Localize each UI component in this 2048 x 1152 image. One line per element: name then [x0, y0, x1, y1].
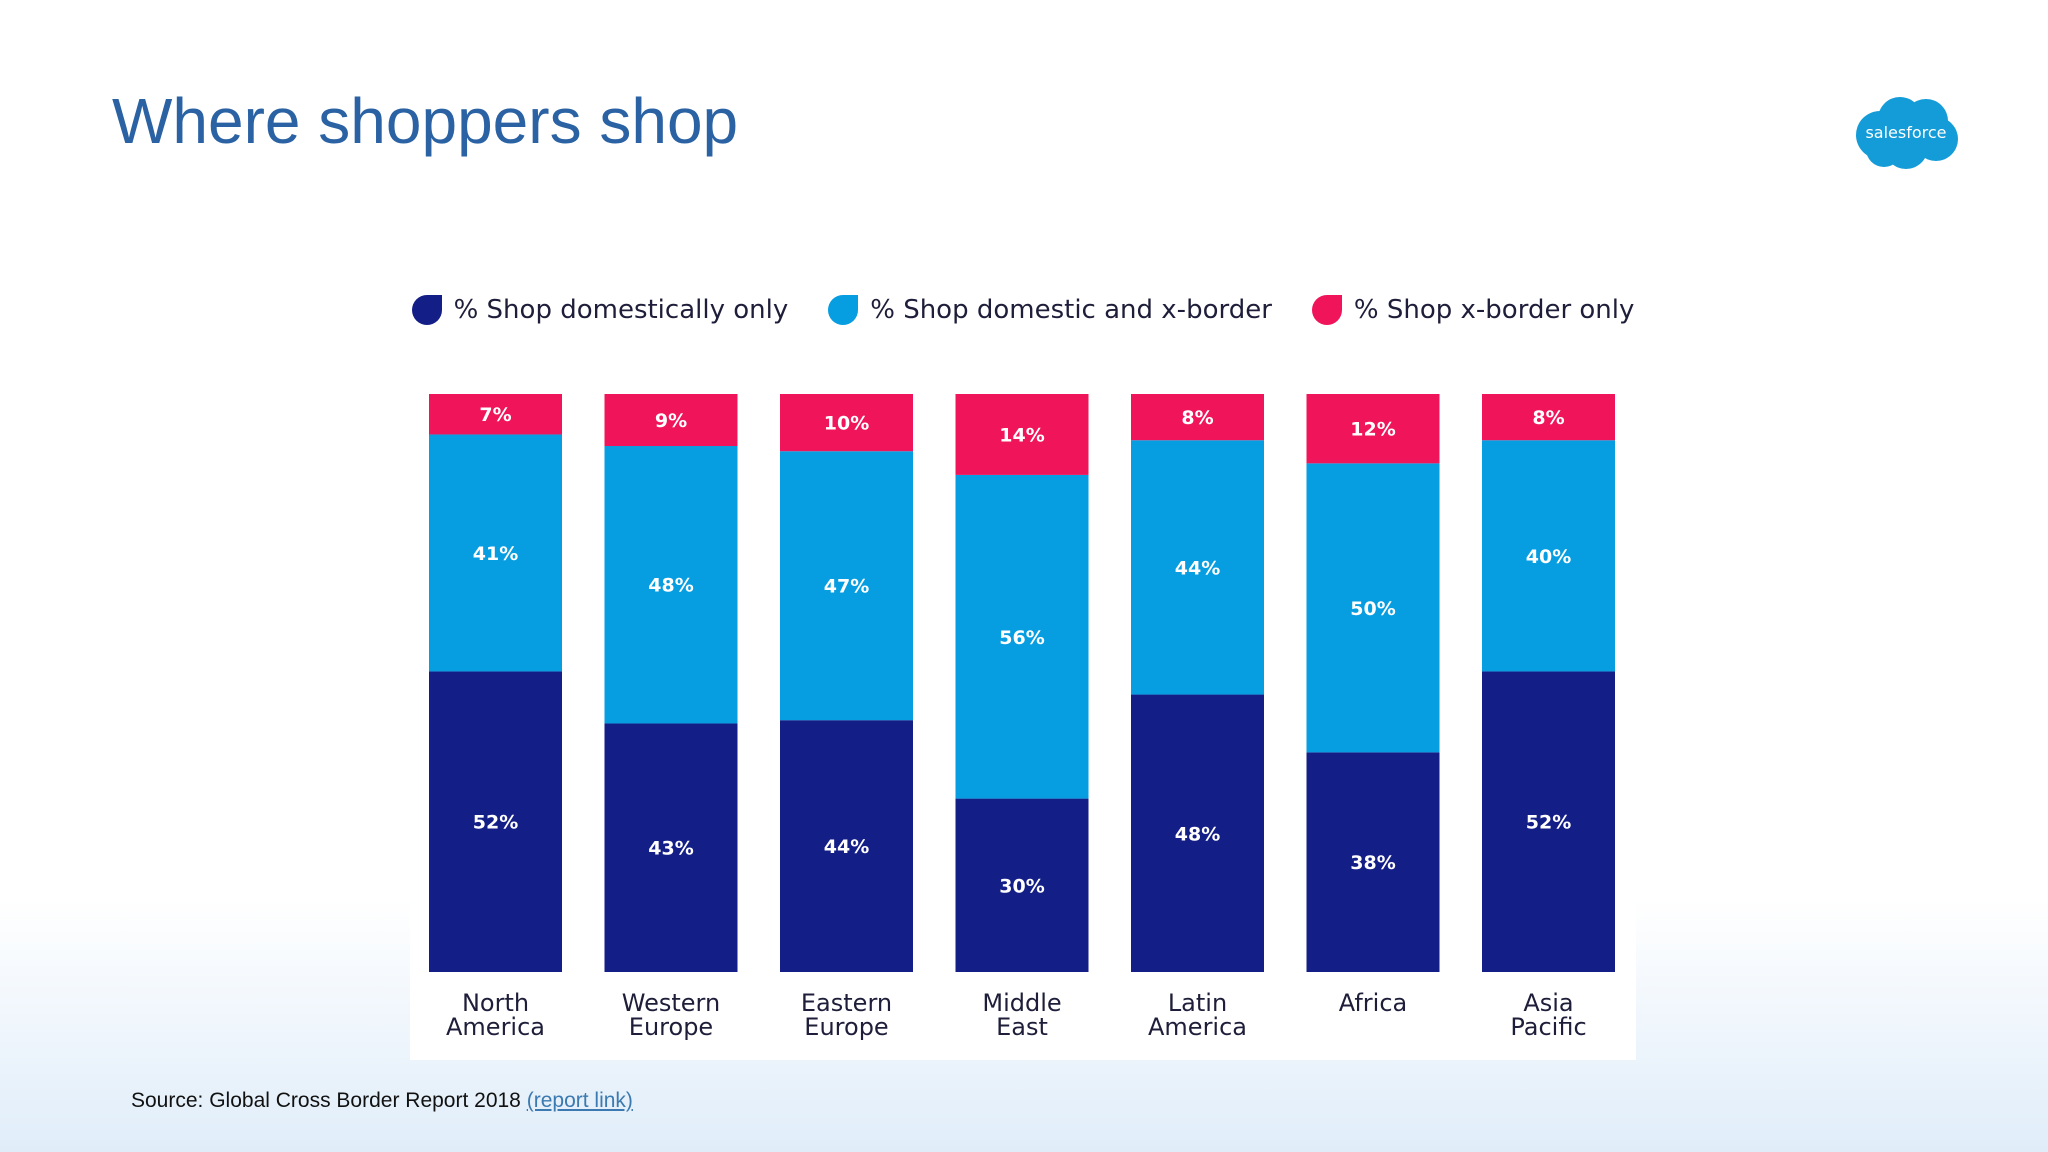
bar-north-america-xborder-only	[429, 394, 562, 435]
legend-swatch-xborder-only	[1311, 295, 1342, 325]
data-label-africa-domestic-and-xborder: 50%	[1350, 598, 1395, 620]
legend-label-domestic-and-xborder: % Shop domestic and x-border	[870, 295, 1272, 325]
category-label-middle-east-line-2: East	[996, 1013, 1048, 1041]
chart-legend: % Shop domestically only % Shop domestic…	[410, 295, 1636, 325]
slide-title: Where shoppers shop	[112, 85, 739, 157]
bar-eastern-europe-xborder-only	[780, 394, 913, 452]
legend-swatch-domestic-and-xborder	[828, 295, 859, 325]
data-label-latin-america-domestic-and-xborder: 44%	[1175, 557, 1220, 579]
legend-label-domestic-only: % Shop domestically only	[453, 295, 789, 325]
legend-item-domestic-and-xborder: % Shop domestic and x-border	[828, 295, 1272, 325]
data-label-north-america-domestic-and-xborder: 41%	[473, 543, 518, 565]
source-text: Source: Global Cross Border Report 2018	[131, 1089, 521, 1112]
bar-north-america-domestic-only	[429, 671, 562, 972]
category-label-eastern-europe-line-1: Eastern	[801, 989, 892, 1017]
data-label-western-europe-domestic-and-xborder: 48%	[648, 575, 693, 597]
category-label-north-america-line-2: America	[446, 1013, 545, 1041]
salesforce-cloud-icon: salesforce	[1856, 97, 1958, 169]
bar-middle-east-xborder-only	[955, 394, 1089, 475]
bar-africa-domestic-only	[1306, 752, 1440, 972]
category-label-eastern-europe-line-2: Europe	[804, 1013, 888, 1041]
data-label-asia-pacific-xborder-only: 8%	[1532, 407, 1564, 429]
data-label-eastern-europe-domestic-only: 44%	[824, 836, 869, 858]
report-link[interactable]: (report link)	[526, 1089, 633, 1112]
category-label-western-europe-line-1: Western	[622, 989, 720, 1017]
chart-panel: % Shop domestically only % Shop domestic…	[410, 265, 1636, 1060]
legend-swatch-domestic-only	[411, 295, 442, 325]
data-label-asia-pacific-domestic-and-xborder: 40%	[1526, 546, 1571, 568]
data-label-north-america-domestic-only: 52%	[473, 812, 518, 834]
data-label-middle-east-domestic-and-xborder: 56%	[999, 627, 1044, 649]
data-label-north-america-xborder-only: 7%	[479, 404, 511, 426]
bar-middle-east-domestic-and-xborder	[955, 474, 1089, 799]
data-label-eastern-europe-xborder-only: 10%	[824, 413, 869, 435]
logo-text: salesforce	[1865, 123, 1946, 142]
data-label-latin-america-xborder-only: 8%	[1181, 407, 1213, 429]
bar-western-europe-domestic-only	[604, 723, 738, 972]
category-label-latin-america-line-2: America	[1148, 1013, 1247, 1041]
data-label-latin-america-domestic-only: 48%	[1175, 823, 1220, 845]
category-label-western-europe-line-2: Europe	[629, 1013, 713, 1041]
legend-item-domestic-only: % Shop domestically only	[411, 295, 789, 325]
bar-asia-pacific-domestic-and-xborder	[1482, 440, 1615, 672]
category-label-latin-america-line-1: Latin	[1168, 989, 1227, 1017]
bar-eastern-europe-domestic-only	[780, 720, 913, 972]
bar-north-america-domestic-and-xborder	[429, 434, 562, 672]
bar-latin-america-xborder-only	[1131, 394, 1264, 441]
data-label-western-europe-domestic-only: 43%	[648, 838, 693, 860]
data-label-africa-domestic-only: 38%	[1350, 852, 1395, 874]
bar-latin-america-domestic-only	[1131, 694, 1264, 972]
data-label-africa-xborder-only: 12%	[1350, 419, 1395, 441]
bar-eastern-europe-domestic-and-xborder	[780, 451, 913, 721]
bar-asia-pacific-xborder-only	[1482, 394, 1615, 441]
category-label-middle-east-line-1: Middle	[982, 989, 1061, 1017]
bar-western-europe-xborder-only	[604, 394, 738, 447]
data-label-middle-east-xborder-only: 14%	[999, 424, 1044, 446]
legend-label-xborder-only: % Shop x-border only	[1353, 295, 1635, 325]
category-label-north-america-line-1: North	[462, 989, 529, 1017]
stacked-bar-chart: 52%41%7%NorthAmerica43%48%9%WesternEurop…	[429, 394, 1615, 1041]
bar-asia-pacific-domestic-only	[1482, 671, 1615, 972]
data-label-asia-pacific-domestic-only: 52%	[1526, 812, 1571, 834]
category-label-asia-pacific-line-1: Asia	[1523, 989, 1573, 1017]
bar-western-europe-domestic-and-xborder	[604, 446, 738, 724]
bar-africa-domestic-and-xborder	[1306, 463, 1440, 753]
data-label-western-europe-xborder-only: 9%	[655, 410, 687, 432]
source-note: Source: Global Cross Border Report 2018 …	[131, 1089, 633, 1113]
category-label-africa: Africa	[1339, 989, 1407, 1017]
salesforce-logo: salesforce	[1850, 93, 1962, 171]
data-label-eastern-europe-domestic-and-xborder: 47%	[824, 576, 869, 598]
bar-africa-xborder-only	[1306, 394, 1440, 464]
bar-middle-east-domestic-only	[955, 798, 1089, 972]
data-label-middle-east-domestic-only: 30%	[999, 875, 1044, 897]
legend-item-xborder-only: % Shop x-border only	[1311, 295, 1635, 325]
category-label-asia-pacific-line-2: Pacific	[1510, 1013, 1586, 1041]
bar-latin-america-domestic-and-xborder	[1131, 440, 1264, 695]
